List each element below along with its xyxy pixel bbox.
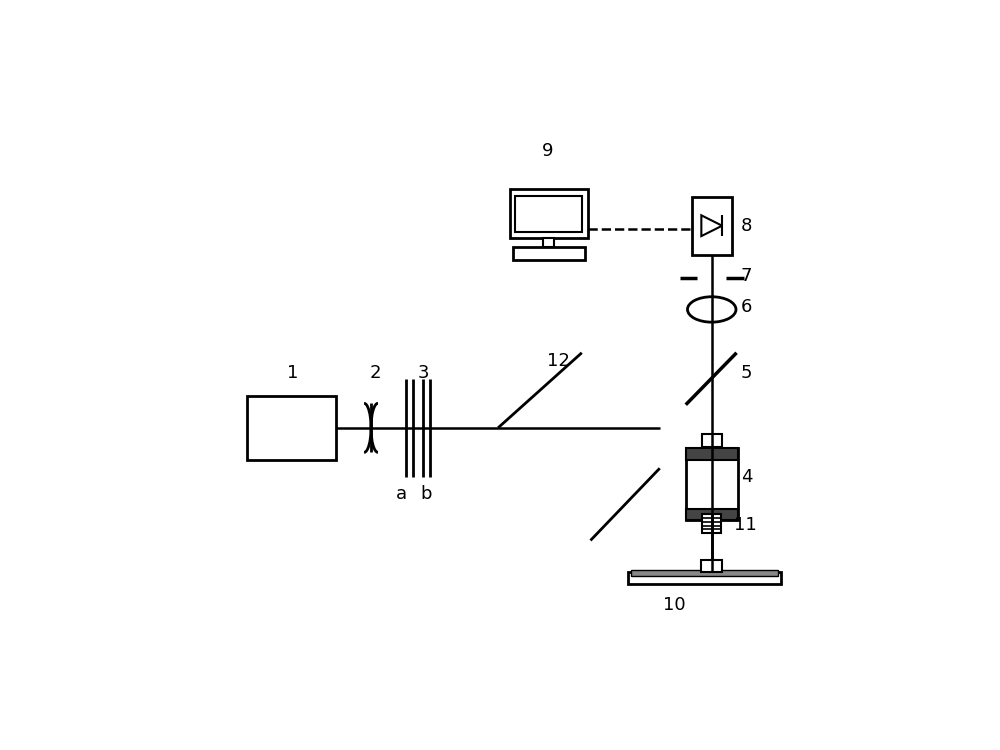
Text: 8: 8 bbox=[741, 217, 752, 235]
Text: 6: 6 bbox=[741, 298, 752, 316]
Text: 1: 1 bbox=[287, 364, 299, 382]
Bar bbox=[512, 247, 585, 260]
Bar bbox=[515, 196, 582, 232]
Text: a: a bbox=[396, 485, 407, 503]
Bar bbox=[631, 570, 778, 576]
Bar bbox=[628, 572, 781, 584]
Bar bbox=[510, 189, 588, 238]
Text: 11: 11 bbox=[734, 516, 757, 534]
Text: 12: 12 bbox=[547, 352, 570, 370]
Text: 9: 9 bbox=[541, 142, 553, 160]
Text: 4: 4 bbox=[741, 468, 752, 486]
Bar bbox=[686, 448, 738, 460]
Bar bbox=[701, 560, 722, 572]
Text: 5: 5 bbox=[741, 364, 752, 382]
Bar bbox=[543, 238, 554, 247]
Bar bbox=[247, 396, 336, 460]
Bar bbox=[692, 196, 732, 254]
Bar bbox=[702, 434, 722, 447]
Text: 2: 2 bbox=[369, 364, 381, 382]
Text: 10: 10 bbox=[663, 596, 686, 614]
Bar bbox=[686, 448, 738, 520]
Text: b: b bbox=[420, 485, 432, 503]
Text: 3: 3 bbox=[417, 364, 429, 382]
Bar bbox=[702, 514, 721, 533]
Bar bbox=[686, 509, 738, 520]
Text: 7: 7 bbox=[741, 267, 752, 285]
